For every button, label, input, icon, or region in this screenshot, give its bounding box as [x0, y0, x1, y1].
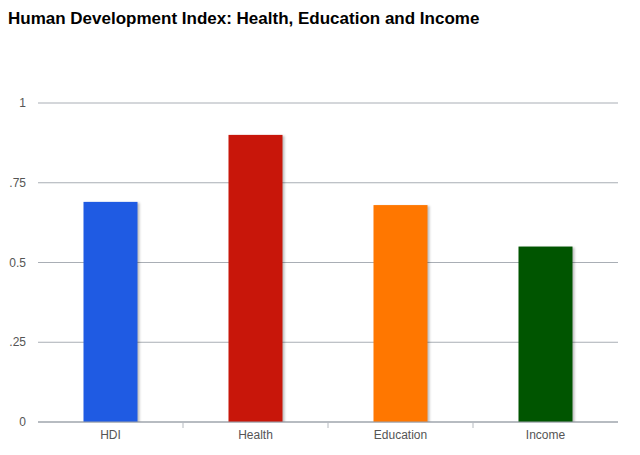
bar: [519, 247, 573, 422]
bar: [229, 135, 283, 422]
y-tick-label: 1: [19, 96, 26, 110]
category-separator: [183, 422, 184, 428]
chart: Human Development Index: Health, Educati…: [0, 0, 640, 455]
bar: [84, 202, 138, 422]
title: Human Development Index: Health, Educati…: [8, 9, 479, 28]
x-tick-label: Health: [238, 428, 273, 442]
x-tick-label: Education: [374, 428, 427, 442]
x-tick-label: Income: [526, 428, 566, 442]
y-tick-label: 0.5: [9, 256, 26, 270]
grid-line: [38, 103, 618, 104]
y-tick-label: 0: [19, 415, 26, 429]
x-tick-label: HDI: [100, 428, 121, 442]
y-tick-label: .25: [9, 335, 26, 349]
grid-line: [38, 182, 618, 183]
bar: [374, 205, 428, 422]
y-tick-label: .75: [9, 176, 26, 190]
category-separator: [473, 422, 474, 428]
category-separator: [328, 422, 329, 428]
bars: [84, 135, 573, 422]
